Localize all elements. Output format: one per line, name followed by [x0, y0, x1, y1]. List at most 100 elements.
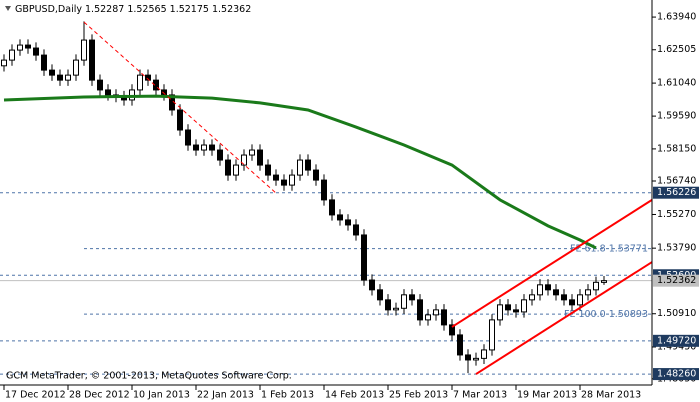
candle-body: [177, 109, 183, 131]
candle-body: [273, 174, 279, 181]
candle-body: [393, 307, 399, 311]
candle-body: [377, 289, 383, 301]
candle-body: [225, 159, 231, 176]
candle-body: [457, 334, 463, 356]
y-tick-label: 1.53790: [657, 243, 696, 254]
candle-body: [465, 354, 471, 361]
candle-body: [257, 149, 263, 166]
candle-body: [265, 164, 271, 176]
trendline: [475, 261, 653, 375]
level-box: [653, 368, 699, 381]
y-tick-label: 1.59590: [657, 111, 696, 122]
candle-body: [505, 304, 511, 311]
candle-body: [193, 144, 199, 151]
trendline: [83, 21, 277, 194]
bid-box: [653, 274, 699, 287]
candle-body: [361, 234, 367, 281]
candle-body: [537, 284, 543, 296]
plot-area: FE 61.8 1.53771 FE 100.0 1.50893: [0, 21, 653, 375]
x-tick-label: 19 Mar 2013: [517, 390, 577, 401]
candle-body: [209, 144, 215, 151]
candle-body: [425, 314, 431, 321]
y-tick-label: 1.62505: [657, 44, 696, 55]
candle-body: [9, 49, 15, 61]
candle-body: [281, 179, 287, 186]
candle-body: [305, 159, 311, 171]
candle-body: [81, 39, 87, 61]
x-tick-label: 14 Feb 2013: [325, 390, 384, 401]
candle-body: [489, 319, 495, 351]
bid-label: 1.52362: [657, 275, 696, 286]
candle-body: [1, 59, 7, 67]
candle-body: [49, 69, 55, 76]
candle-body: [369, 279, 375, 291]
candle-body: [249, 149, 255, 156]
candle-body: [41, 54, 47, 71]
symbol: GBPUSD,Daily: [15, 4, 82, 15]
y-tick-label: 1.58150: [657, 143, 696, 154]
high-value: 1.52565: [127, 4, 166, 15]
candle-body: [481, 349, 487, 359]
candle-body: [153, 79, 159, 91]
candle-body: [529, 294, 535, 301]
open-value: 1.52287: [85, 4, 124, 15]
candle-body: [401, 294, 407, 309]
candle-body: [185, 129, 191, 146]
fibo-level: FE 100.0: [564, 309, 606, 320]
candle-body: [33, 47, 39, 56]
y-tick-label: 1.61040: [657, 78, 696, 89]
x-tick-label: 1 Feb 2013: [261, 390, 314, 401]
candle-body: [473, 357, 479, 361]
candle-body: [449, 324, 455, 336]
candle-body: [137, 74, 143, 91]
candle-body: [417, 299, 423, 321]
candle-body: [569, 299, 575, 306]
candle-body: [145, 74, 151, 81]
fibo-level: FE 61.8: [570, 243, 606, 254]
level-box: [653, 186, 699, 199]
candle-body: [105, 89, 111, 96]
y-tick-label: 1.56740: [657, 176, 696, 187]
trendline: [451, 199, 653, 328]
candle-body: [17, 44, 23, 51]
candle-body: [409, 294, 415, 301]
y-tick-label: 1.50910: [657, 308, 696, 319]
candle-body: [545, 284, 551, 291]
candle-body: [73, 59, 79, 76]
x-tick-label: 28 Mar 2013: [581, 390, 641, 401]
candle-body: [289, 174, 295, 186]
header: GBPUSD,Daily 1.52287 1.52565 1.52175 1.5…: [15, 4, 251, 15]
y-tick-label: 1.63940: [657, 12, 696, 23]
candle-body: [217, 149, 223, 161]
candle-body: [441, 309, 447, 326]
candle-body: [513, 309, 519, 313]
x-tick-label: 25 Feb 2013: [389, 390, 448, 401]
candle-body: [593, 281, 599, 291]
x-tick-label: 28 Dec 2012: [69, 390, 130, 401]
level-label: 1.56226: [657, 187, 696, 198]
header-icon: [5, 6, 11, 11]
candle-body: [313, 169, 319, 181]
candle-body: [337, 214, 343, 221]
candle-body: [65, 74, 71, 81]
level-box: [653, 334, 699, 347]
candle-body: [57, 74, 63, 81]
candle-body: [385, 299, 391, 311]
candle-body: [497, 304, 503, 321]
x-tick-label: 17 Dec 2012: [5, 390, 66, 401]
candle-body: [521, 299, 527, 313]
candle-body: [89, 39, 95, 81]
fibo-label: FE 61.8 1.53771: [570, 243, 648, 254]
candle-body: [577, 294, 583, 306]
x-tick-label: 10 Jan 2013: [133, 390, 190, 401]
candle-body: [553, 289, 559, 296]
level-label: 1.49720: [657, 335, 696, 346]
candle-body: [321, 179, 327, 201]
candle-body: [233, 164, 239, 176]
y-tick-label: 1.49450: [657, 341, 696, 352]
candle-body: [329, 199, 335, 216]
candle-body: [345, 219, 351, 226]
y-tick-label: 1.55270: [657, 209, 696, 220]
